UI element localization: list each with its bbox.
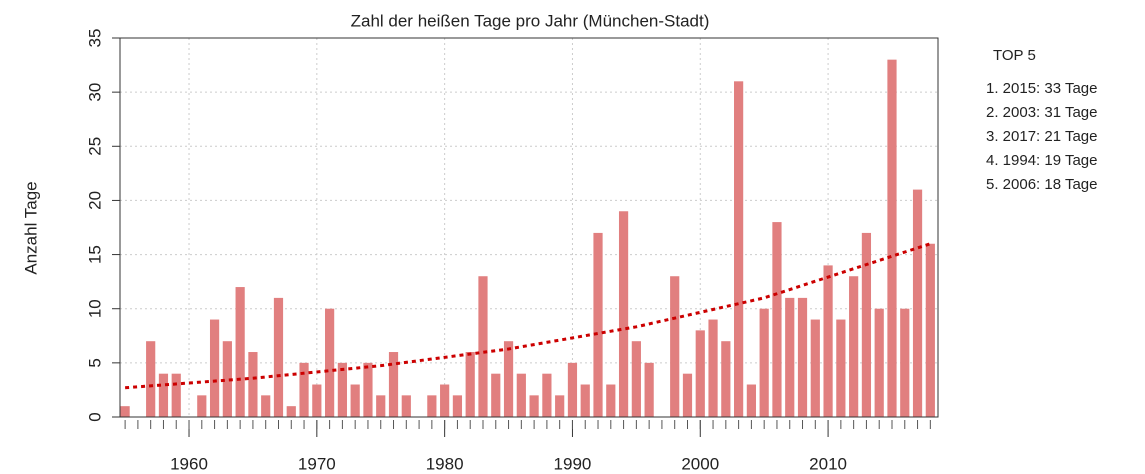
- bar: [350, 384, 360, 417]
- y-tick-label: 15: [85, 245, 104, 264]
- bar: [810, 319, 820, 417]
- bar: [797, 297, 808, 417]
- bar: [555, 395, 565, 417]
- x-tick-label: 2000: [681, 454, 719, 473]
- bar: [235, 287, 245, 417]
- bar: [248, 352, 258, 417]
- bar: [836, 319, 846, 417]
- chart-title: Zahl der heißen Tage pro Jahr (München-S…: [351, 11, 710, 30]
- bar: [772, 222, 782, 417]
- y-tick-label: 30: [85, 83, 104, 102]
- bar: [286, 406, 296, 417]
- bar: [900, 308, 910, 417]
- trend-line: [125, 242, 931, 390]
- bar: [618, 211, 629, 417]
- bar: [465, 352, 475, 417]
- bar: [503, 341, 514, 417]
- bar: [222, 341, 232, 417]
- x-tick-label: 1970: [298, 454, 336, 473]
- bar: [171, 373, 181, 417]
- bar: [325, 308, 335, 417]
- bar: [158, 373, 169, 417]
- x-tick-label: 1990: [554, 454, 592, 473]
- bar: [427, 395, 437, 417]
- bar: [388, 352, 399, 417]
- bar: [734, 81, 744, 418]
- bar: [273, 297, 284, 417]
- bar: [925, 243, 935, 417]
- y-tick-label: 5: [85, 358, 104, 367]
- y-tick-label: 20: [85, 191, 104, 210]
- bar: [120, 406, 130, 417]
- sidebar-item: 3. 2017: 21 Tage: [986, 128, 1098, 145]
- bar: [401, 395, 411, 417]
- bar: [861, 232, 872, 417]
- bar: [759, 308, 769, 417]
- bar: [695, 330, 705, 417]
- y-tick-label: 25: [85, 137, 104, 156]
- plot-frame: [119, 37, 939, 418]
- bar: [478, 276, 488, 417]
- bar: [785, 297, 795, 417]
- bar: [542, 373, 552, 417]
- bar: [849, 276, 859, 417]
- bar: [146, 341, 156, 417]
- bar: [440, 384, 450, 417]
- bar: [376, 395, 386, 417]
- bar: [516, 373, 526, 417]
- sidebar-item: 2. 2003: 31 Tage: [986, 104, 1098, 121]
- bar: [631, 341, 641, 417]
- bar: [580, 384, 590, 417]
- bar: [529, 395, 539, 417]
- bar: [197, 395, 207, 417]
- bar: [593, 232, 603, 417]
- bar: [491, 373, 501, 417]
- sidebar-item: 1. 2015: 33 Tage: [986, 80, 1098, 97]
- bar: [721, 341, 731, 417]
- y-tick-label: 10: [85, 299, 104, 318]
- bar: [746, 384, 756, 417]
- x-tick-label: 2010: [809, 454, 847, 473]
- bar: [708, 319, 718, 417]
- bar: [912, 189, 923, 417]
- x-tick-label: 1980: [426, 454, 464, 473]
- bar: [299, 362, 309, 417]
- bar: [567, 362, 578, 417]
- bar: [312, 384, 322, 417]
- bar: [887, 59, 897, 418]
- bar: [644, 362, 654, 417]
- bar: [823, 265, 833, 417]
- x-tick-label: 1960: [170, 454, 208, 473]
- bar: [209, 319, 220, 417]
- sidebar-title: TOP 5: [993, 47, 1036, 64]
- sidebar-item: 4. 1994: 19 Tage: [986, 152, 1098, 169]
- y-tick-label: 0: [85, 412, 104, 421]
- sidebar-item: 5. 2006: 18 Tage: [986, 176, 1098, 193]
- bar: [606, 384, 616, 417]
- bar: [261, 395, 271, 417]
- bar: [682, 373, 693, 417]
- bar: [363, 362, 373, 417]
- bar: [874, 308, 884, 417]
- bar: [452, 395, 463, 417]
- bar: [337, 362, 347, 417]
- bar: [670, 276, 680, 417]
- y-axis-label: Anzahl Tage: [21, 181, 40, 274]
- y-tick-label: 35: [85, 29, 104, 48]
